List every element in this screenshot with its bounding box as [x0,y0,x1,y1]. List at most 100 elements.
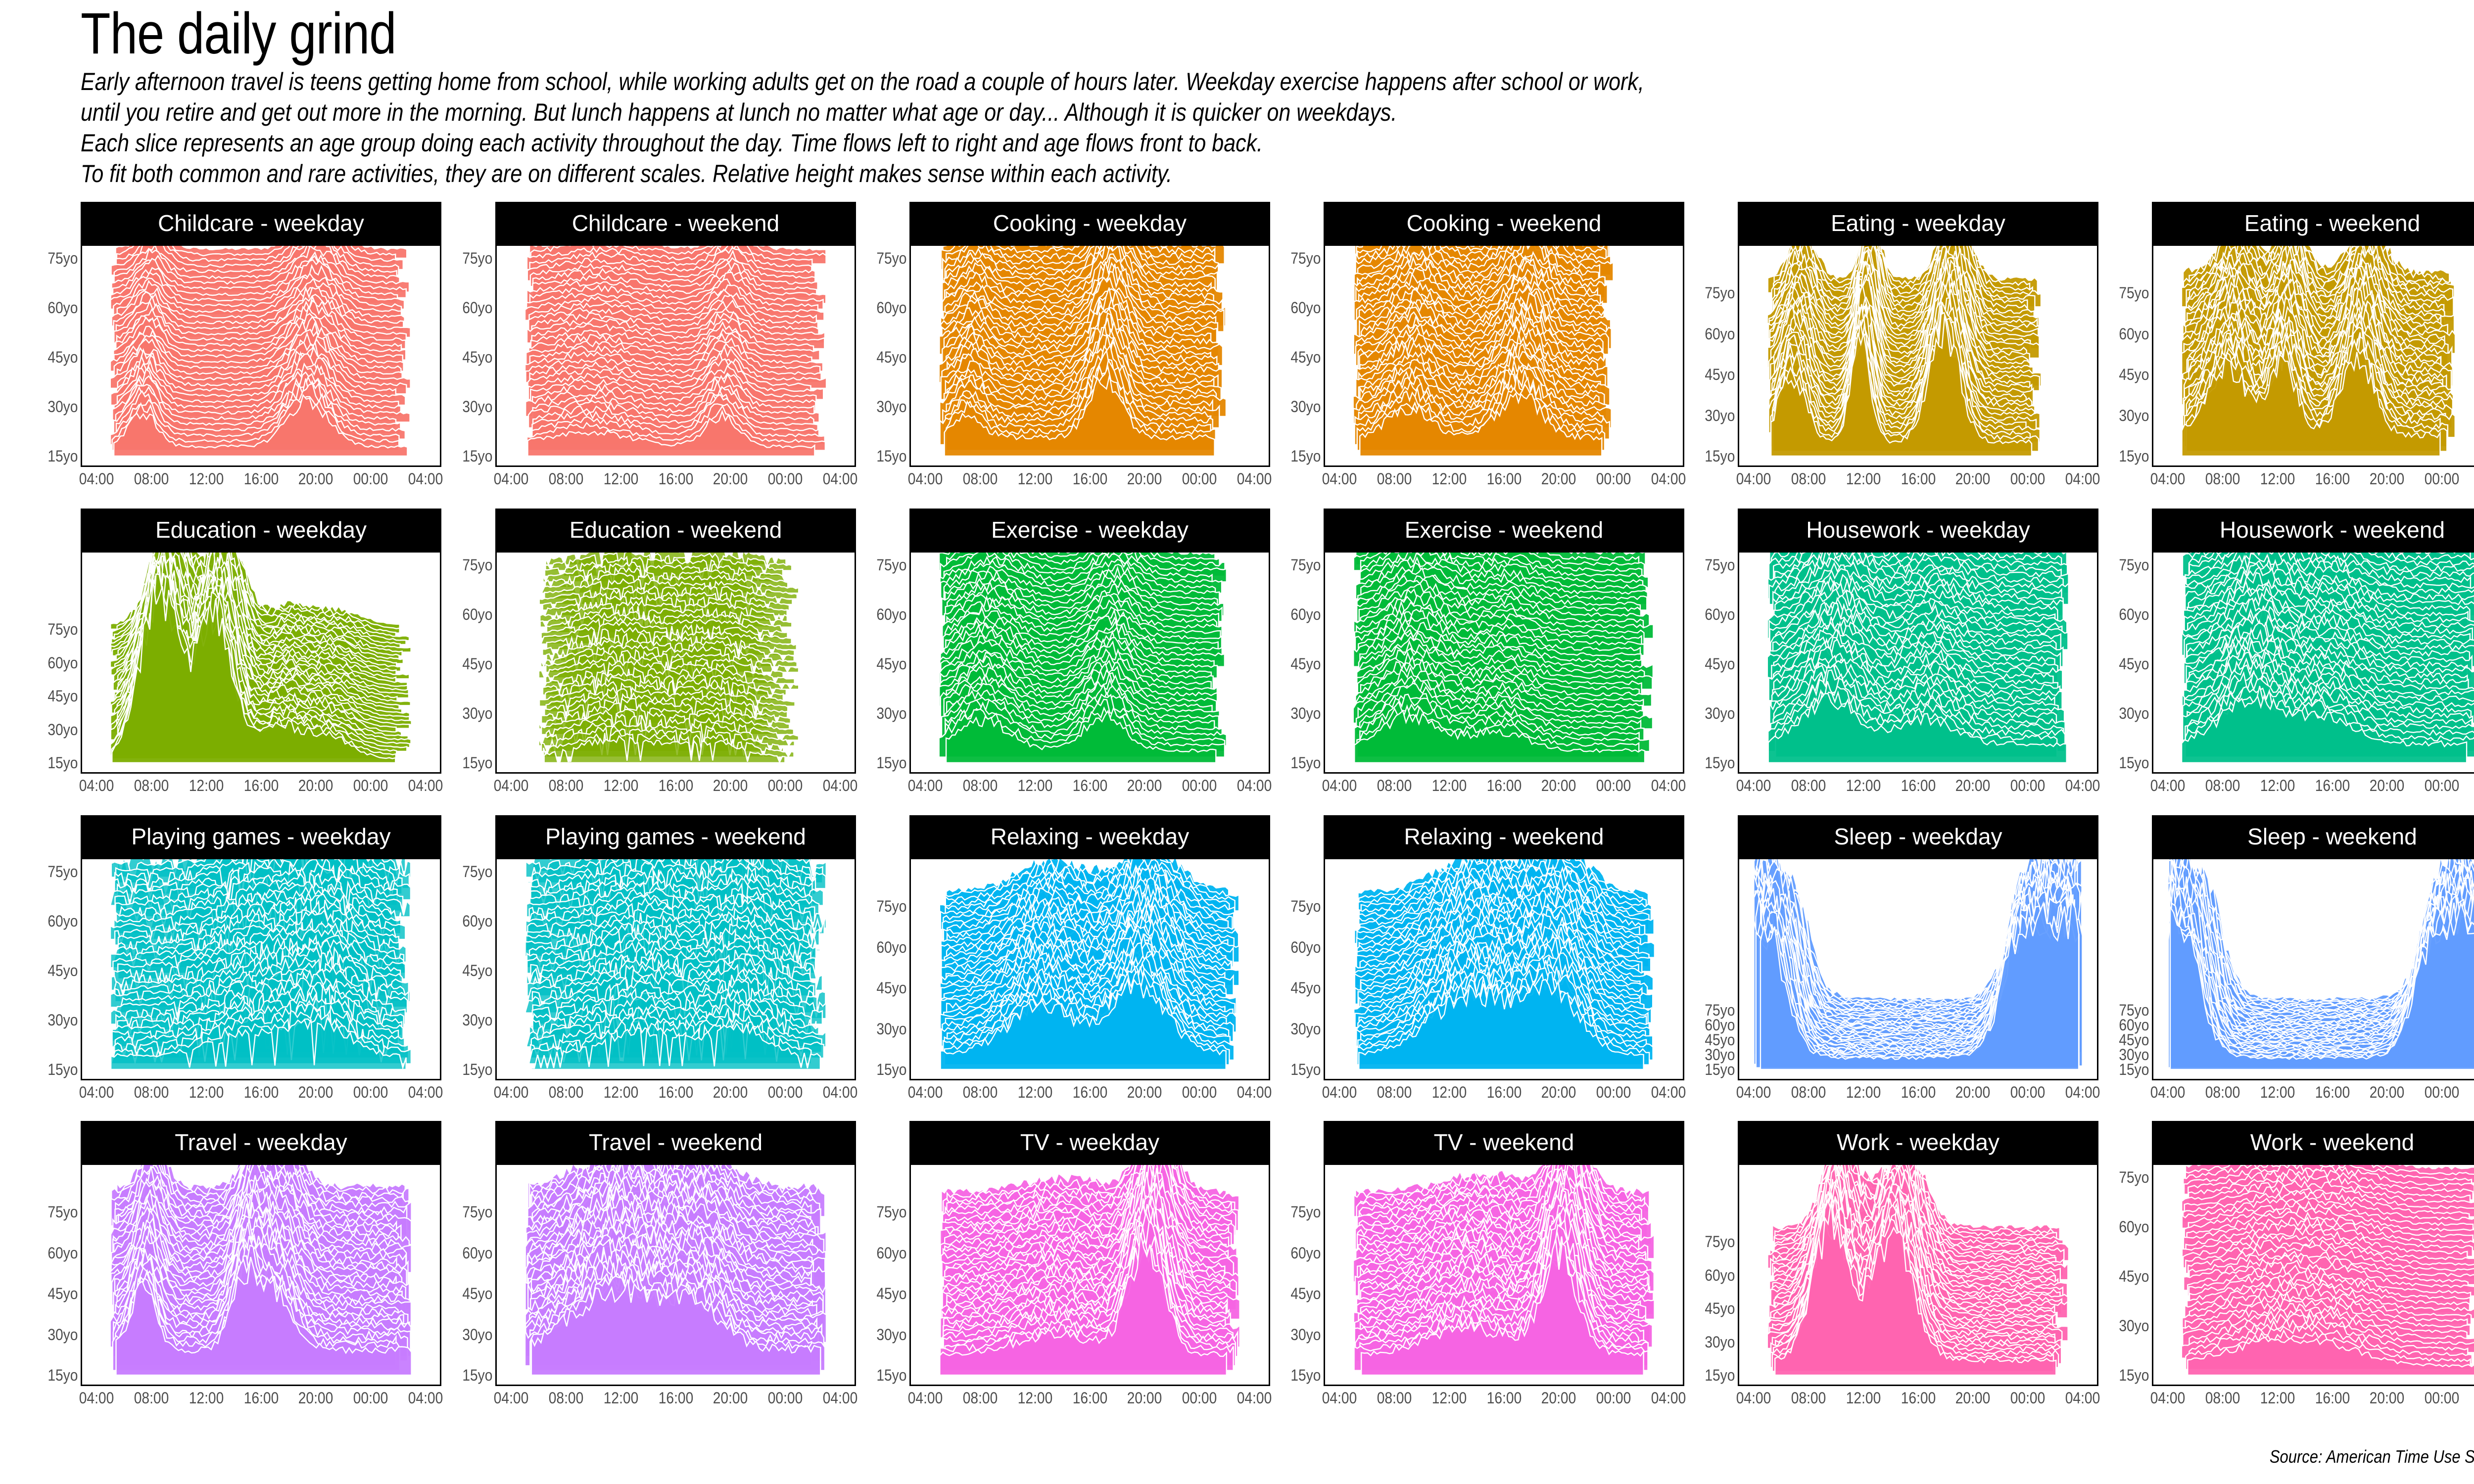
y-tick-label: 45yo [2118,366,2149,383]
y-tick-label: 60yo [876,938,906,956]
x-tick-label: 08:00 [1377,470,1412,488]
x-tick-label: 08:00 [134,1083,169,1101]
y-tick-label: 45yo [876,655,906,673]
x-tick-label: 04:00 [408,777,443,794]
x-tick-label: 04:00 [408,1083,443,1101]
x-tick-label: 12:00 [2260,777,2295,794]
y-tick-label: 15yo [1704,754,1735,772]
age-slice [2181,352,2441,457]
x-tick-label: 04:00 [1237,777,1272,794]
x-tick-label: 04:00 [1237,470,1272,488]
x-tick-label: 20:00 [713,1083,748,1101]
x-tick-label: 16:00 [658,470,693,488]
x-tick-label: 00:00 [2010,470,2046,488]
y-tick-label: 60yo [1290,605,1321,623]
x-tick-label: 16:00 [1901,470,1936,488]
y-tick-label: 60yo [462,912,492,930]
facet-strip: Housework - weekend [2152,509,2474,551]
facet-strip: Education - weekend [495,509,856,551]
age-slice [1767,693,2067,764]
y-tick-label: 75yo [876,249,906,267]
x-tick-label: 08:00 [1791,470,1826,488]
y-tick-label: 60yo [1290,938,1321,956]
y-tick-label: 15yo [47,447,78,465]
y-tick-label: 30yo [2118,406,2149,424]
x-tick-label: 00:00 [1182,777,1217,794]
x-tick-label: 04:00 [493,777,529,794]
x-tick-label: 12:00 [2260,470,2295,488]
x-tick-label: 04:00 [907,470,943,488]
x-tick-label: 04:00 [493,470,529,488]
x-tick-label: 16:00 [1901,777,1936,794]
x-tick-label: 20:00 [298,777,333,794]
age-slice [111,579,396,764]
y-tick-label: 75yo [1290,249,1321,267]
x-tick-label: 08:00 [1377,777,1412,794]
y-tick-label: 45yo [1290,655,1321,673]
x-tick-label: 04:00 [822,1083,858,1101]
x-tick-label: 04:00 [79,777,114,794]
y-tick-label: 45yo [2118,1267,2149,1285]
facet-strip: Eating - weekend [2152,202,2474,244]
x-tick-label: 00:00 [2424,470,2460,488]
x-tick-label: 16:00 [1072,470,1107,488]
y-tick-label: 60yo [47,912,78,930]
subtitle-line-3: Each slice represents an age group doing… [81,129,1263,157]
x-tick-label: 12:00 [189,470,224,488]
facet-strip: Childcare - weekday [81,202,441,244]
y-tick-label: 30yo [1290,704,1321,722]
y-tick-label: 75yo [462,249,492,267]
x-tick-label: 00:00 [767,777,803,794]
facet-strip: Housework - weekday [1738,509,2098,551]
y-tick-label: 30yo [47,398,78,416]
x-tick-label: 04:00 [79,1083,114,1101]
x-tick-label: 08:00 [548,777,584,794]
y-tick-label: 75yo [1704,556,1735,574]
x-tick-label: 08:00 [962,1083,998,1101]
y-tick-label: 30yo [1290,1020,1321,1038]
subtitle-line-1: Early afternoon travel is teens getting … [81,68,1644,95]
x-tick-label: 04:00 [822,777,858,794]
y-tick-label: 60yo [47,299,78,317]
x-tick-label: 04:00 [2065,777,2100,794]
x-tick-label: 16:00 [658,777,693,794]
y-tick-label: 60yo [1290,299,1321,317]
y-tick-label: 75yo [2118,1168,2149,1186]
y-tick-label: 75yo [47,863,78,881]
x-tick-label: 16:00 [2315,777,2350,794]
x-tick-label: 04:00 [408,470,443,488]
x-tick-label: 04:00 [1322,470,1357,488]
age-slice [940,977,1227,1070]
y-tick-label: 45yo [47,687,78,705]
y-tick-label: 30yo [47,720,78,739]
y-tick-label: 75yo [1290,556,1321,574]
age-slice [946,296,1218,378]
x-tick-label: 12:00 [603,777,638,794]
y-tick-label: 75yo [2118,556,2149,574]
x-tick-label: 16:00 [243,470,279,488]
y-tick-label: 30yo [876,704,906,722]
x-tick-label: 04:00 [1651,470,1686,488]
x-tick-label: 12:00 [1846,470,1881,488]
x-tick-label: 04:00 [79,470,114,488]
x-tick-label: 00:00 [1596,470,1631,488]
y-tick-label: 45yo [462,348,492,366]
x-tick-label: 12:00 [189,1083,224,1101]
y-tick-label: 60yo [876,605,906,623]
x-tick-label: 16:00 [243,1083,279,1101]
y-tick-label: 45yo [47,962,78,979]
x-tick-label: 12:00 [1846,777,1881,794]
age-slice [945,324,1222,406]
x-tick-label: 00:00 [2424,777,2460,794]
y-tick-label: 75yo [47,249,78,267]
x-tick-label: 08:00 [2205,777,2240,794]
age-slice [110,1016,407,1070]
facet-strip: Relaxing - weekend [1324,815,1684,858]
facet-strip: Cooking - weekday [909,202,1270,244]
